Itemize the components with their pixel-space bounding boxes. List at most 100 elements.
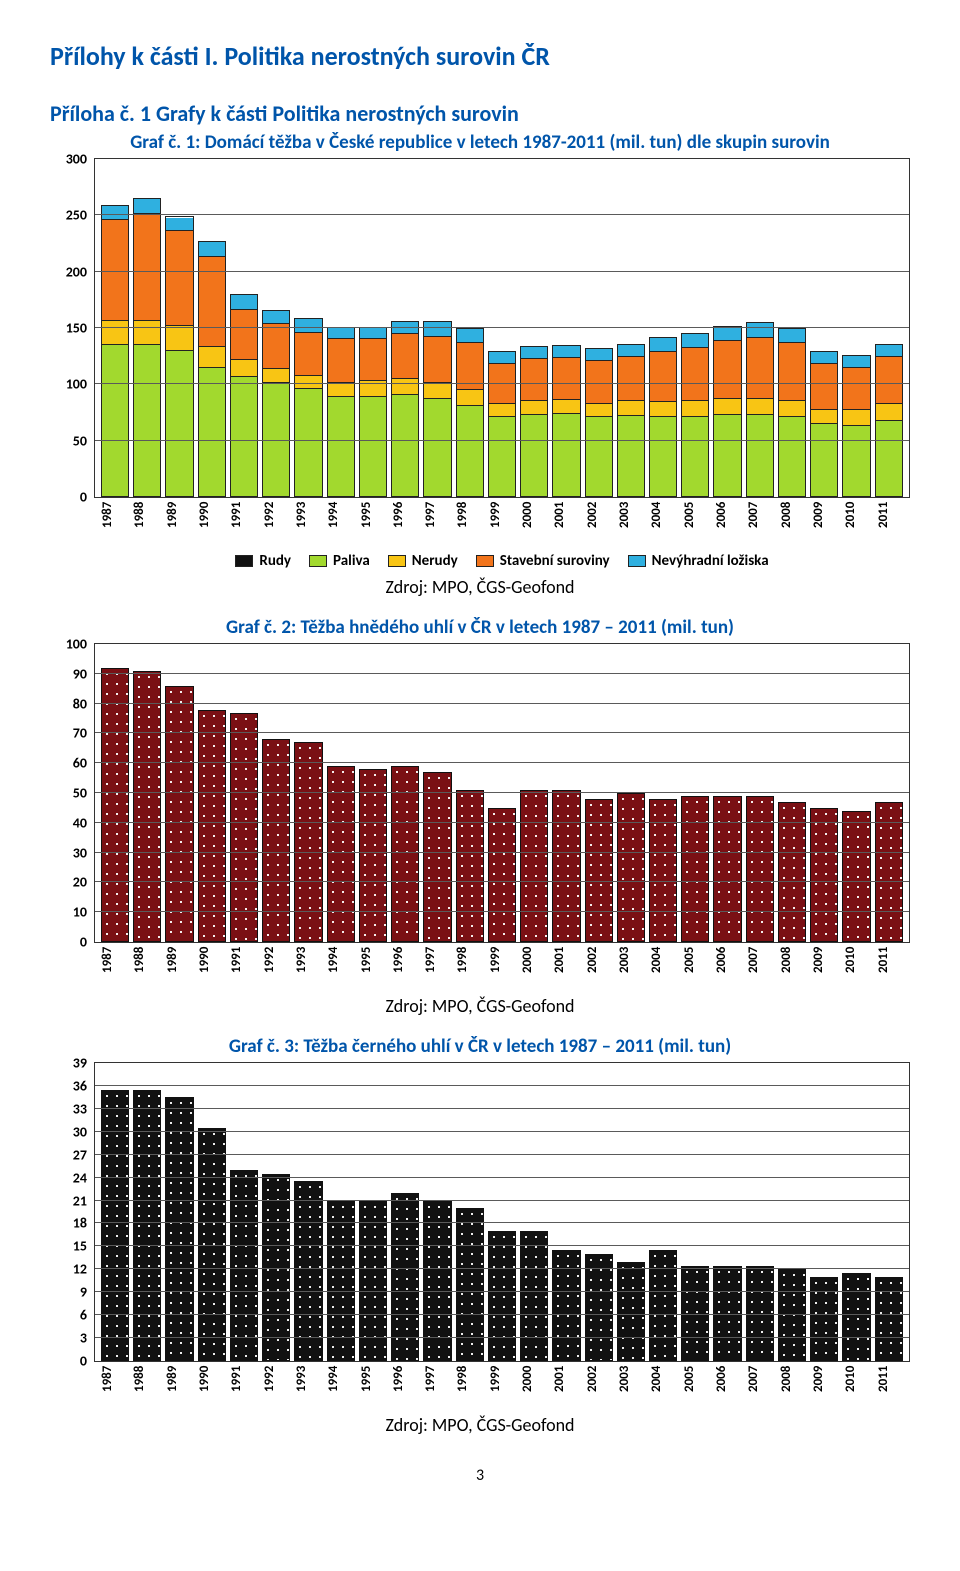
chart1: 050100150200250300 198719881989199019911… <box>50 158 910 570</box>
bar <box>649 644 677 942</box>
bar <box>359 644 387 942</box>
ytick-label: 27 <box>73 1146 87 1163</box>
bar <box>456 159 484 497</box>
bar <box>746 159 774 497</box>
bar <box>101 159 129 497</box>
xtick-label: 2002 <box>585 502 613 544</box>
bar <box>617 644 645 942</box>
bar <box>713 644 741 942</box>
xtick-label: 1991 <box>229 502 257 544</box>
ytick-label: 0 <box>80 489 87 506</box>
xtick-label: 2009 <box>811 502 839 544</box>
xtick-label: 1992 <box>262 1366 290 1408</box>
chart1-legend: RudyPalivaNerudyStavební surovinyNevýhra… <box>94 544 910 570</box>
bar <box>101 644 129 942</box>
bar <box>262 644 290 942</box>
xtick-label: 1995 <box>359 1366 387 1408</box>
bar <box>133 644 161 942</box>
bar <box>649 159 677 497</box>
bar <box>391 159 419 497</box>
ytick-label: 24 <box>73 1169 87 1186</box>
xtick-label: 1989 <box>165 1366 193 1408</box>
bar <box>552 644 580 942</box>
bar <box>810 644 838 942</box>
xtick-label: 1992 <box>262 502 290 544</box>
xtick-label: 2005 <box>682 502 710 544</box>
bar <box>585 159 613 497</box>
xtick-label: 2006 <box>714 947 742 989</box>
bar <box>391 644 419 942</box>
chart1-source: Zdroj: MPO, ČGS-Geofond <box>50 576 910 598</box>
bar <box>423 159 451 497</box>
bar <box>520 159 548 497</box>
chart2-source: Zdroj: MPO, ČGS-Geofond <box>50 995 910 1017</box>
ytick-label: 21 <box>73 1192 87 1209</box>
ytick-label: 3 <box>80 1330 87 1347</box>
xtick-label: 2001 <box>552 1366 580 1408</box>
xtick-label: 1995 <box>359 947 387 989</box>
xtick-label: 1997 <box>423 502 451 544</box>
ytick-label: 30 <box>73 844 87 861</box>
bar <box>294 644 322 942</box>
xtick-label: 2008 <box>779 947 807 989</box>
xtick-label: 1999 <box>488 1366 516 1408</box>
bar <box>520 644 548 942</box>
bar <box>294 159 322 497</box>
legend-item: Nerudy <box>388 552 458 570</box>
xtick-label: 1998 <box>455 1366 483 1408</box>
chart3-source: Zdroj: MPO, ČGS-Geofond <box>50 1414 910 1436</box>
xtick-label: 2000 <box>520 502 548 544</box>
xtick-label: 1994 <box>326 1366 354 1408</box>
bar <box>456 644 484 942</box>
bar <box>165 644 193 942</box>
xtick-label: 1993 <box>294 947 322 989</box>
ytick-label: 60 <box>73 755 87 772</box>
xtick-label: 1999 <box>488 502 516 544</box>
bar <box>617 159 645 497</box>
bar <box>198 159 226 497</box>
bar <box>875 159 903 497</box>
xtick-label: 2002 <box>585 1366 613 1408</box>
xtick-label: 1990 <box>197 947 225 989</box>
xtick-label: 2005 <box>682 947 710 989</box>
ytick-label: 70 <box>73 725 87 742</box>
ytick-label: 100 <box>66 636 87 653</box>
xtick-label: 1991 <box>229 1366 257 1408</box>
ytick-label: 50 <box>73 785 87 802</box>
xtick-label: 2004 <box>649 502 677 544</box>
xtick-label: 1995 <box>359 502 387 544</box>
legend-item: Nevýhradní ložiska <box>628 552 769 570</box>
bar <box>488 644 516 942</box>
chart3: 036912151821242730333639 198719881989199… <box>50 1062 910 1408</box>
xtick-label: 1990 <box>197 502 225 544</box>
ytick-label: 50 <box>73 432 87 449</box>
bar <box>198 644 226 942</box>
ytick-label: 100 <box>66 376 87 393</box>
ytick-label: 40 <box>73 814 87 831</box>
bar <box>778 644 806 942</box>
xtick-label: 2004 <box>649 947 677 989</box>
bar <box>327 644 355 942</box>
xtick-label: 2002 <box>585 947 613 989</box>
bar <box>713 159 741 497</box>
section-title: Příloha č. 1 Grafy k části Politika nero… <box>50 100 910 127</box>
xtick-label: 1990 <box>197 1366 225 1408</box>
ytick-label: 6 <box>80 1307 87 1324</box>
xtick-label: 1998 <box>455 947 483 989</box>
bar <box>875 644 903 942</box>
legend-item: Stavební suroviny <box>476 552 610 570</box>
xtick-label: 1989 <box>165 947 193 989</box>
bar <box>842 159 870 497</box>
xtick-label: 1997 <box>423 1366 451 1408</box>
ytick-label: 20 <box>73 874 87 891</box>
ytick-label: 36 <box>73 1077 87 1094</box>
xtick-label: 1998 <box>455 502 483 544</box>
ytick-label: 10 <box>73 904 87 921</box>
xtick-label: 1987 <box>100 502 128 544</box>
ytick-label: 15 <box>73 1238 87 1255</box>
xtick-label: 2009 <box>811 1366 839 1408</box>
bar <box>681 159 709 497</box>
bar <box>133 159 161 497</box>
bar <box>488 159 516 497</box>
ytick-label: 30 <box>73 1123 87 1140</box>
